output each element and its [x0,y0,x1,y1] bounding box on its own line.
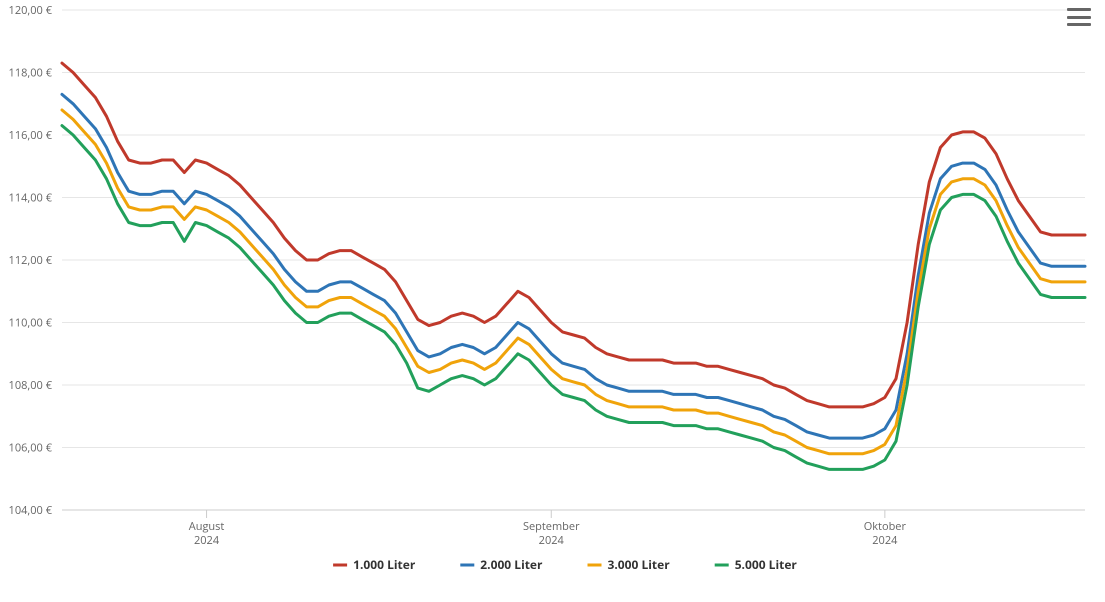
x-tick-label: 2024 [194,533,220,548]
x-tick-label: 2024 [872,533,898,548]
y-tick-label: 108,00 € [9,378,53,393]
y-tick-label: 120,00 € [9,3,53,18]
y-tick-label: 104,00 € [9,503,53,518]
legend-label: 5.000 Liter [735,556,798,573]
legend-item[interactable]: 3.000 Liter [588,556,671,573]
x-tick-label: September [523,519,580,534]
series-line[interactable] [62,94,1085,438]
y-tick-label: 116,00 € [9,128,53,143]
legend-item[interactable]: 5.000 Liter [715,556,798,573]
y-tick-label: 114,00 € [9,191,53,206]
x-tick-label: August [189,519,225,534]
legend-label: 3.000 Liter [608,556,671,573]
legend-item[interactable]: 1.000 Liter [333,556,416,573]
y-tick-label: 106,00 € [9,441,53,456]
series-line[interactable] [62,110,1085,454]
y-tick-label: 110,00 € [9,316,53,331]
x-tick-label: 2024 [539,533,565,548]
chart-svg: 104,00 € 106,00 € 108,00 € 110,00 € 112,00 €… [0,0,1105,602]
legend-label: 2.000 Liter [480,556,543,573]
y-tick-label: 118,00 € [9,66,53,81]
chart-menu-button[interactable] [1067,6,1091,28]
legend-item[interactable]: 2.000 Liter [460,556,543,573]
y-tick-label: 112,00 € [9,253,53,268]
price-chart: 104,00 € 106,00 € 108,00 € 110,00 € 112,00 €… [0,0,1105,602]
legend-label: 1.000 Liter [353,556,416,573]
x-tick-label: Oktober [864,519,907,534]
